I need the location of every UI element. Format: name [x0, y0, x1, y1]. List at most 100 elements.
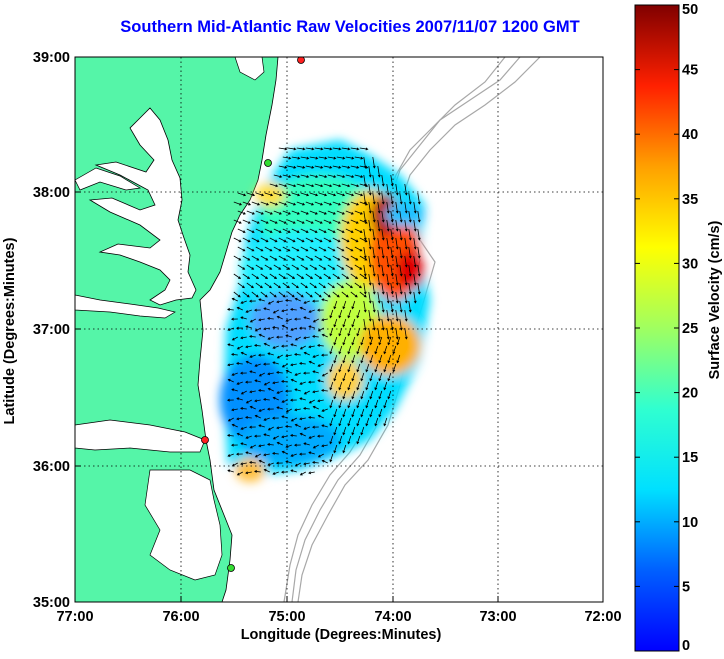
velocity-arrow [267, 443, 274, 446]
velocity-arrow [381, 210, 385, 223]
velocity-arrow [290, 343, 297, 347]
velocity-arrow [251, 201, 261, 206]
velocity-arrow [314, 147, 324, 151]
velocity-arrow [341, 237, 350, 243]
velocity-arrow [290, 398, 297, 402]
velocity-arrow [342, 354, 347, 364]
velocity-arrow [227, 417, 234, 422]
velocity-arrow [336, 210, 345, 215]
velocity-arrow [233, 237, 242, 243]
velocity-arrow [345, 192, 355, 197]
velocity-arrow [350, 291, 358, 298]
velocity-arrow [336, 156, 346, 160]
velocity-arrow [227, 308, 234, 311]
velocity-arrow [299, 417, 306, 421]
velocity-arrow [381, 174, 385, 187]
velocity-arrow [282, 282, 290, 289]
velocity-arrow [237, 264, 246, 270]
velocity-arrow [399, 210, 403, 223]
velocity-arrow [368, 273, 372, 286]
x-axis-label: Longitude (Degrees:Minutes) [241, 627, 442, 643]
velocity-arrow [249, 461, 256, 464]
velocity-arrow [282, 174, 292, 178]
velocity-arrow [260, 273, 269, 279]
velocity-arrow [350, 273, 359, 279]
velocity-arrow [342, 426, 347, 436]
y-tick-label: 38:00 [33, 185, 70, 201]
velocity-arrow [395, 255, 399, 268]
velocity-arrow [360, 408, 365, 418]
velocity-arrow [264, 246, 273, 252]
velocity-arrow [359, 219, 368, 224]
velocity-arrow [359, 147, 369, 151]
velocity-arrow [296, 147, 306, 151]
velocity-arrow [345, 246, 354, 252]
velocity-arrow [282, 192, 292, 197]
velocity-arrow [342, 336, 347, 346]
velocity-arrow [387, 354, 392, 364]
velocity-arrow [323, 291, 331, 298]
velocity-arrow [290, 378, 297, 383]
colorbar-tick-label: 40 [682, 127, 698, 143]
velocity-arrow [236, 452, 243, 456]
velocity-arrow [245, 451, 252, 455]
velocity-arrow [303, 316, 310, 320]
velocity-arrow [374, 399, 379, 409]
velocity-arrow [377, 309, 381, 322]
velocity-arrow [372, 174, 376, 187]
velocity-arrow [377, 219, 381, 232]
velocity-arrow [386, 219, 390, 232]
velocity-arrow [269, 255, 278, 261]
velocity-arrow [327, 282, 335, 289]
velocity-arrow [272, 396, 279, 401]
velocity-arrow [231, 388, 238, 392]
velocity-arrow [272, 381, 279, 385]
velocity-arrow [300, 246, 309, 252]
velocity-arrow [308, 360, 315, 365]
velocity-arrow [347, 435, 352, 445]
velocity-arrow [312, 299, 319, 303]
velocity-arrow [291, 264, 300, 270]
velocity-arrow [312, 390, 319, 394]
velocity-arrow [351, 354, 356, 364]
velocity-arrow [296, 291, 304, 298]
velocity-arrow [317, 344, 324, 347]
velocity-arrow [308, 451, 315, 455]
velocity-arrow [377, 255, 381, 268]
velocity-arrow [318, 282, 326, 289]
velocity-arrow [299, 362, 306, 365]
velocity-arrow [369, 390, 374, 400]
velocity-arrow [368, 219, 372, 232]
velocity-arrow [342, 318, 347, 328]
velocity-arrow [341, 183, 351, 188]
velocity-arrow [255, 282, 263, 289]
x-tick-label: 73:00 [479, 609, 516, 625]
velocity-arrow [303, 390, 310, 395]
velocity-arrow [356, 417, 361, 427]
velocity-arrow [305, 201, 315, 206]
velocity-arrow [299, 452, 306, 456]
velocity-arrow [359, 273, 368, 279]
velocity-arrow [231, 443, 238, 447]
gridlines [75, 57, 603, 602]
colorbar-tick-label: 5 [682, 579, 690, 595]
velocity-arrow [276, 426, 283, 430]
velocity-arrow [273, 192, 283, 197]
velocity-arrow [383, 381, 388, 391]
velocity-arrow [269, 201, 279, 206]
velocity-arrow [227, 434, 234, 437]
velocity-arrow [333, 300, 338, 310]
velocity-arrow [372, 156, 376, 169]
velocity-arrow [255, 264, 264, 270]
velocity-arrow [318, 210, 327, 215]
velocity-arrow [368, 291, 372, 304]
velocity-arrow [305, 219, 314, 224]
velocity-arrow [278, 291, 286, 298]
velocity-arrow [333, 444, 338, 454]
velocity-arrow [264, 192, 274, 197]
velocity-arrow [336, 264, 345, 270]
velocity-arrow [290, 417, 297, 422]
velocity-arrow [249, 354, 256, 358]
velocity-arrow [308, 471, 315, 475]
velocity-arrow [305, 291, 313, 298]
